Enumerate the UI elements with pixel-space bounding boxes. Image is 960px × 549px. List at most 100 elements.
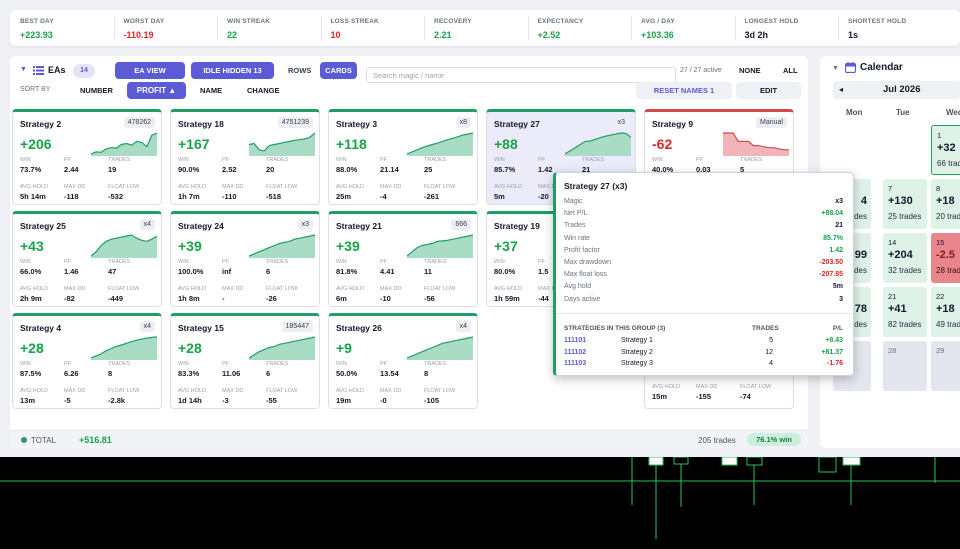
group-header: STRATEGIES IN THIS GROUP (3) (564, 325, 666, 332)
card-label-avg_hold: AVG HOLD (652, 384, 681, 390)
ea-card[interactable]: Strategy 4 x4 +28 WIN PF TRADES AVG HOLD MAX DD… (12, 313, 162, 409)
card-label-float_low: FLOAT LOW (424, 184, 456, 190)
reset-names-button[interactable]: RESET NAMES 1 (636, 82, 732, 99)
sparkline-area (249, 235, 315, 258)
idle-hidden-button[interactable]: IDLE HIDDEN 13 (191, 62, 274, 79)
stat-label: WIN STREAK (227, 18, 271, 25)
card-label-avg_hold: AVG HOLD (494, 184, 523, 190)
card-label-float_low: FLOAT LOW (266, 184, 298, 190)
ea-card[interactable]: Strategy 21 666 +39 WIN PF TRADES AVG HOLD MAX … (328, 211, 478, 307)
group-pl-header: P/L (832, 325, 843, 332)
card-label-pf: PF (64, 259, 72, 265)
ea-card[interactable]: Strategy 26 x4 +9 WIN PF TRADES AVG HOLD MAX DD… (328, 313, 478, 409)
select-none-button[interactable]: NONE (739, 66, 761, 75)
ea-card[interactable]: Strategy 3 x8 +118 WIN PF TRADES AVG HOLD MAX D… (328, 109, 478, 205)
card-label-float_low: FLOAT LOW (108, 184, 140, 190)
card-value-pf: 1.42 (538, 165, 553, 174)
stat-value: 1s (848, 30, 859, 40)
card-pl: +39 (336, 238, 360, 254)
day-trades: 20 trad (936, 212, 960, 221)
stat-label: RECOVERY (434, 18, 472, 25)
card-tag: x4 (455, 321, 471, 332)
day-number: 21 (888, 292, 897, 301)
group-strategy-name: Strategy 3 (621, 360, 653, 367)
sparkline-area (407, 235, 473, 258)
calendar-day[interactable]: 14 +204 32 trades (883, 233, 927, 283)
stat-label: LONGEST HOLD (744, 18, 799, 25)
stat-label: SHORTEST HOLD (848, 18, 907, 25)
sort-profit-button[interactable]: PROFIT ▲ (127, 82, 186, 99)
card-sparkline (565, 132, 631, 156)
ea-card[interactable]: Strategy 2 478262 +206 WIN PF TRADES AVG HOLD M… (12, 109, 162, 205)
select-all-button[interactable]: ALL (783, 66, 798, 75)
card-value-fl: -55 (266, 396, 277, 405)
card-value-pf: inf (222, 267, 232, 276)
day-pl: +130 (888, 195, 913, 207)
card-value-fl: -261 (424, 192, 440, 201)
sort-change-button[interactable]: CHANGE (247, 86, 280, 95)
card-value-win: 50.0% (336, 369, 358, 378)
card-label-max_dd: MAX DD (64, 286, 86, 292)
card-label-float_low: FLOAT LOW (424, 286, 456, 292)
card-tag: x3 (297, 219, 313, 230)
stat-3: LOSS STREAK 10 (320, 10, 425, 46)
search-input[interactable]: Search magic / name (366, 67, 676, 83)
card-value-win: 85.7% (494, 165, 516, 174)
card-value-dd: -5 (64, 396, 71, 405)
ea-card[interactable]: Strategy 24 x3 +39 WIN PF TRADES AVG HOLD MAX D… (170, 211, 320, 307)
card-value-win: 66.0% (20, 267, 42, 276)
card-pl: +37 (494, 238, 518, 254)
card-label-win: WIN (336, 259, 347, 265)
card-sparkline (249, 132, 315, 156)
group-magic-link[interactable]: 111101 (564, 337, 587, 344)
day-trades: trades (844, 266, 867, 275)
card-value-fl: -518 (266, 192, 282, 201)
calendar-day[interactable]: 29 (931, 341, 960, 391)
calendar-day[interactable]: 8 +18 20 trad (931, 179, 960, 229)
card-value-fl: -532 (108, 192, 124, 201)
edit-button[interactable]: EDIT (736, 82, 801, 99)
card-label-win: WIN (336, 157, 347, 163)
ea-card[interactable]: Strategy 15 185447 +28 WIN PF TRADES AVG HOLD M… (170, 313, 320, 409)
ea-card[interactable]: Strategy 25 x4 +43 WIN PF TRADES AVG HOLD MAX D… (12, 211, 162, 307)
weekday-label: Wed (946, 108, 960, 117)
calendar-collapse-icon[interactable]: ▼ (832, 65, 839, 72)
card-value-dd: -0 (380, 396, 387, 405)
day-pl: +204 (888, 249, 913, 261)
card-pl: +167 (178, 136, 210, 152)
ea-view-button[interactable]: EA VIEW (115, 62, 185, 79)
group-magic-link[interactable]: 111102 (564, 348, 587, 356)
card-label-trades: TRADES (582, 157, 605, 163)
day-number: 15 (936, 238, 945, 247)
card-name: Strategy 21 (336, 221, 382, 231)
calendar-day[interactable]: 7 +130 25 trades (883, 179, 927, 229)
stat-2: WIN STREAK 22 (217, 10, 321, 46)
sparkline-area (249, 337, 315, 360)
card-label-avg_hold: AVG HOLD (20, 286, 49, 292)
calendar-day[interactable]: 22 +18 49 trad (931, 287, 960, 337)
card-value-trades: 20 (266, 165, 275, 174)
group-magic-link[interactable]: 111103 (564, 360, 587, 367)
card-name: Strategy 24 (178, 221, 224, 231)
rows-toggle[interactable]: ROWS (288, 66, 312, 75)
candles (631, 456, 936, 539)
ea-card[interactable]: Strategy 18 4751239 +167 WIN PF TRADES AVG HOL… (170, 109, 320, 205)
card-value-dd: -118 (64, 192, 79, 201)
calendar-day[interactable]: 28 (883, 341, 927, 391)
calendar-day[interactable]: 21 +41 82 trades (883, 287, 927, 337)
prev-month-button[interactable]: ◂ (839, 85, 844, 94)
card-label-avg_hold: AVG HOLD (178, 388, 207, 394)
card-label-max_dd: MAX DD (380, 388, 402, 394)
sort-number-button[interactable]: NUMBER (80, 86, 113, 95)
day-pl: 99 (854, 249, 867, 261)
calendar-day[interactable]: 1 +32 66 trade (931, 125, 960, 175)
card-label-pf: PF (222, 157, 230, 163)
cards-toggle[interactable]: CARDS (320, 62, 357, 79)
calendar-day[interactable]: 15 -2.5 28 trad (931, 233, 960, 283)
sort-name-button[interactable]: NAME (200, 86, 223, 95)
sparkline-area (723, 133, 789, 156)
stat-value: +103.36 (641, 30, 674, 40)
card-value-hold: 13m (20, 396, 36, 405)
card-value-hold: 5m (494, 192, 505, 201)
collapse-icon[interactable]: ▼ (20, 66, 27, 73)
